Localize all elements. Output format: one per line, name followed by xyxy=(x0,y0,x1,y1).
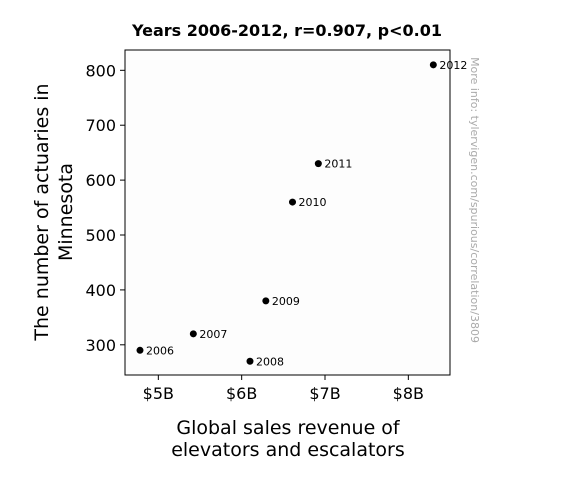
data-point xyxy=(246,357,254,365)
y-axis-label-line-1: The number of actuaries in xyxy=(31,83,53,341)
data-point-label: 2007 xyxy=(199,328,227,341)
y-tick-label: 400 xyxy=(85,281,116,300)
scatter-points: 2006 2007 2008 2009 2010 2011 2012 xyxy=(136,59,467,368)
x-tick-label: $5B xyxy=(143,384,174,403)
x-axis-label-line-2: elevators and escalators xyxy=(171,439,405,461)
x-tick-label: $8B xyxy=(393,384,424,403)
watermark-text: More info: tylervigen.com/spurious/corre… xyxy=(468,57,481,343)
data-point-label: 2009 xyxy=(272,295,300,308)
data-point xyxy=(262,297,270,305)
chart-title: Years 2006-2012, r=0.907, p<0.01 xyxy=(131,21,442,40)
y-axis-label-line-2: Minnesota xyxy=(55,163,77,261)
y-axis: 300 400 500 600 700 800 xyxy=(85,61,125,355)
y-tick-label: 700 xyxy=(85,116,116,135)
data-point xyxy=(189,330,197,338)
x-axis-label-line-1: Global sales revenue of xyxy=(176,417,401,439)
y-tick-label: 300 xyxy=(85,336,116,355)
data-point xyxy=(136,346,144,354)
y-tick-label: 500 xyxy=(85,226,116,245)
plot-area xyxy=(124,49,451,376)
data-point xyxy=(429,61,437,69)
data-point-label: 2006 xyxy=(146,344,174,357)
data-point-label: 2012 xyxy=(439,59,467,72)
y-tick-label: 600 xyxy=(85,171,116,190)
x-axis: $5B $6B $7B $8B xyxy=(143,375,424,403)
data-point xyxy=(289,198,296,206)
data-point-label: 2010 xyxy=(299,196,327,209)
data-point-label: 2011 xyxy=(324,158,352,171)
x-tick-label: $6B xyxy=(226,384,257,403)
data-point xyxy=(314,160,322,168)
x-tick-label: $7B xyxy=(309,384,340,403)
data-point-label: 2008 xyxy=(256,355,284,368)
y-tick-label: 800 xyxy=(85,61,116,80)
